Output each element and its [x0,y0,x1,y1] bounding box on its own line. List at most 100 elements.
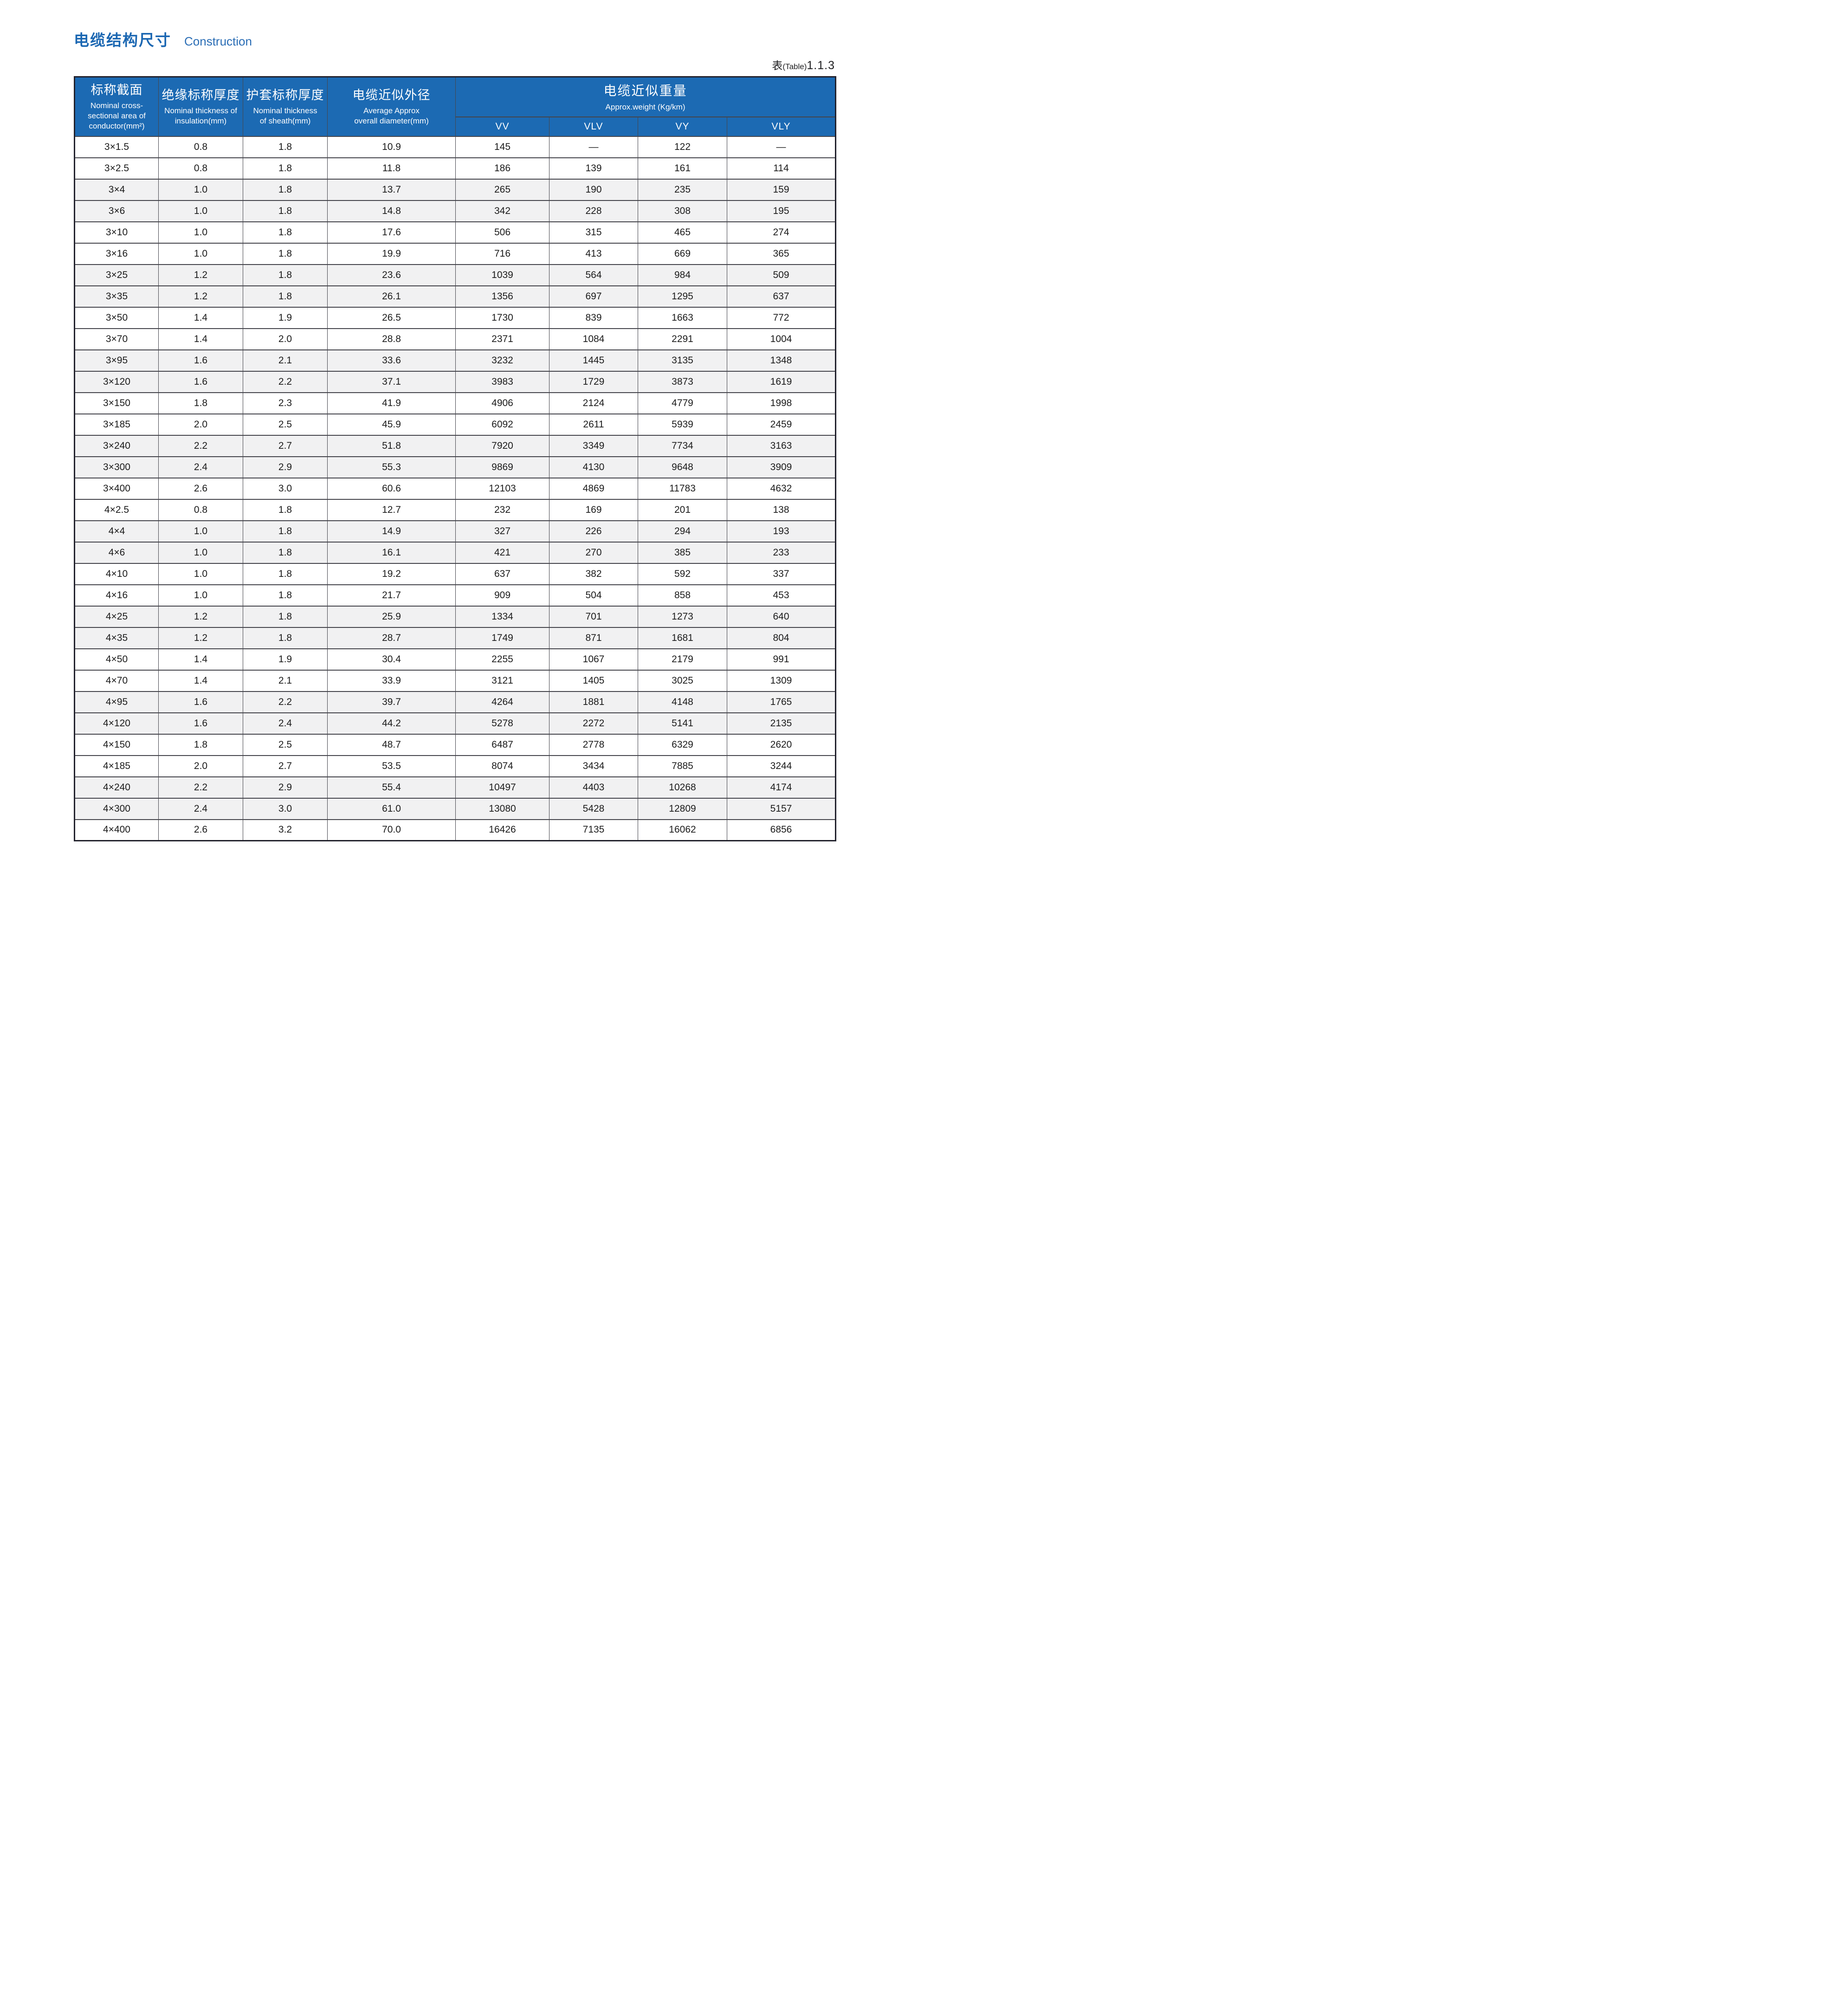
cell: 1.6 [158,691,243,713]
cell: 1.8 [158,392,243,414]
cell: 30.4 [327,648,456,671]
cell: 53.5 [327,755,456,777]
cell: 1348 [726,349,836,372]
cell: 61.0 [327,797,456,820]
cell: 308 [638,200,727,222]
cell: 772 [726,306,836,329]
header-row-main: 标称截面 Nominal cross- sectional area of co… [74,76,836,137]
cell: 45.9 [327,413,456,436]
table-row: 4×240 2.2 2.9 55.4 10497 4403 10268 4174 [74,776,836,799]
table-row: 3×10 1.0 1.8 17.6 506 315 465 274 [74,221,836,244]
table-ref-zh: 表 [772,59,783,71]
cell: 1.8 [243,157,328,180]
cell: 1.9 [243,648,328,671]
cell: 1.2 [158,264,243,286]
cell: 1.8 [243,627,328,649]
cell: 1.8 [243,242,328,265]
cell: 28.7 [327,627,456,649]
table-row: 4×2.5 0.8 1.8 12.7 232 169 201 138 [74,498,836,521]
cell: 4×300 [74,797,159,820]
cell: 2179 [638,648,727,671]
cell: 1730 [455,306,549,329]
cell: 5428 [549,797,638,820]
header-vly-label: VLY [771,121,791,132]
cell: 0.8 [158,136,243,158]
cell: 3121 [455,669,549,692]
catalog-page: 电缆结构尺寸 Construction 表(Table)1.1.3 标称截面 N… [0,0,921,1008]
cell: 228 [549,200,638,222]
cell: 2.7 [243,755,328,777]
header-nominal-area: 标称截面 Nominal cross- sectional area of co… [74,76,159,137]
cell: 1998 [726,392,836,414]
cell: 3349 [549,434,638,457]
cell: 1729 [549,370,638,393]
cell: 3×16 [74,242,159,265]
cell: 70.0 [327,819,456,841]
table-row: 4×16 1.0 1.8 21.7 909 504 858 453 [74,584,836,607]
cell: 2135 [726,712,836,735]
cell: 4×10 [74,562,159,585]
cell: 44.2 [327,712,456,735]
cell: 139 [549,157,638,180]
cell: 1273 [638,605,727,628]
table-row: 4×400 2.6 3.2 70.0 16426 7135 16062 6856 [74,819,836,841]
cell: 2.0 [158,413,243,436]
cell: 2.5 [243,413,328,436]
cell: 564 [549,264,638,286]
cell: 1.8 [243,520,328,543]
table-row: 3×400 2.6 3.0 60.6 12103 4869 11783 4632 [74,477,836,500]
cell: 3×35 [74,285,159,308]
cell: 2.7 [243,434,328,457]
header-vv: VV [455,116,549,137]
cell: 10268 [638,776,727,799]
cell: 4174 [726,776,836,799]
table-row: 3×240 2.2 2.7 51.8 7920 3349 7734 3163 [74,434,836,457]
cell: 114 [726,157,836,180]
cell: 8074 [455,755,549,777]
header-nominal-area-zh: 标称截面 [90,83,143,97]
table-row: 4×120 1.6 2.4 44.2 5278 2272 5141 2135 [74,712,836,735]
cell: 1.9 [243,306,328,329]
cell: 1.8 [243,562,328,585]
cell: 232 [455,498,549,521]
cell: 1039 [455,264,549,286]
cell: 1765 [726,691,836,713]
cell: 1681 [638,627,727,649]
cell: 274 [726,221,836,244]
cell: 294 [638,520,727,543]
cell: 9648 [638,456,727,478]
cell: 1.4 [158,648,243,671]
cell: 506 [455,221,549,244]
cell: 421 [455,541,549,564]
cell: 41.9 [327,392,456,414]
cell: 26.5 [327,306,456,329]
table-row: 4×150 1.8 2.5 48.7 6487 2778 6329 2620 [74,733,836,756]
cell: 3909 [726,456,836,478]
table-row: 3×6 1.0 1.8 14.8 342 228 308 195 [74,200,836,222]
cell: 697 [549,285,638,308]
cell: 2459 [726,413,836,436]
cell: 1.2 [158,605,243,628]
table-row: 4×300 2.4 3.0 61.0 13080 5428 12809 5157 [74,797,836,820]
table-row: 3×25 1.2 1.8 23.6 1039 564 984 509 [74,264,836,286]
cell: 1.4 [158,306,243,329]
cell: 509 [726,264,836,286]
cell: 3×95 [74,349,159,372]
cell: 1.0 [158,178,243,201]
cell: 3×150 [74,392,159,414]
cell: 14.9 [327,520,456,543]
cell: 48.7 [327,733,456,756]
cell: 1334 [455,605,549,628]
cell: 3873 [638,370,727,393]
cell: 2.9 [243,776,328,799]
cell: 5141 [638,712,727,735]
header-diameter: 电缆近似外径 Average Approx overall diameter(m… [327,76,456,137]
cell: 193 [726,520,836,543]
header-row-sub: VV VLV VY VLY [75,116,836,137]
cell: 2778 [549,733,638,756]
cell: 2.1 [243,669,328,692]
cell: 804 [726,627,836,649]
cell: 13.7 [327,178,456,201]
cell: 13080 [455,797,549,820]
cell: — [549,136,638,158]
